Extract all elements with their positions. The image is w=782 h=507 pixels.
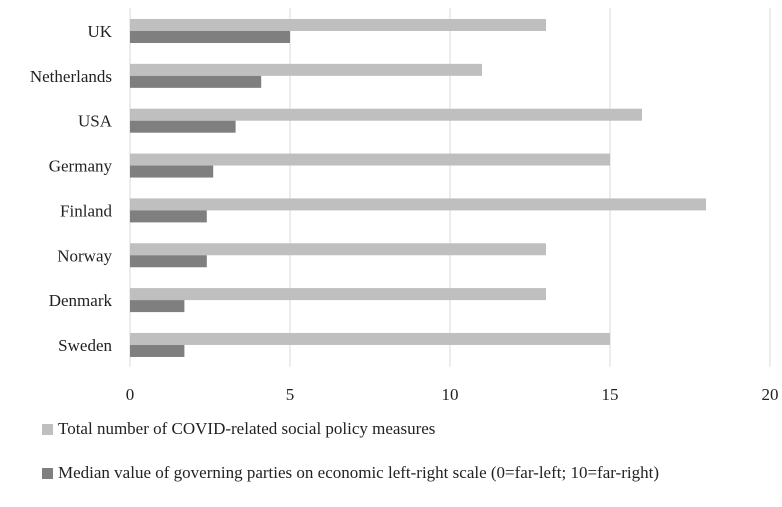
legend-item-median-value: Median value of governing parties on eco…	[42, 462, 772, 484]
bar-denmark-total-measures	[130, 288, 546, 301]
bar-netherlands-median-value	[130, 75, 262, 88]
x-tick-label-10: 10	[442, 385, 459, 404]
legend: Total number of COVID-related social pol…	[42, 418, 772, 484]
category-labels: UK Netherlands USA Germany Finland Norway Denm…	[30, 22, 113, 355]
bar-usa-total-measures	[130, 108, 642, 121]
x-tick-label-0: 0	[126, 385, 135, 404]
bar-usa-median-value	[130, 120, 236, 133]
category-label-denmark: Denmark	[49, 291, 113, 310]
bar-sweden-median-value	[130, 344, 185, 357]
legend-label-total-measures: Total number of COVID-related social pol…	[58, 419, 436, 438]
bar-germany-total-measures	[130, 153, 610, 166]
bar-netherlands-total-measures	[130, 63, 482, 76]
category-label-sweden: Sweden	[58, 336, 112, 355]
bar-denmark-median-value	[130, 300, 185, 313]
bar-norway-total-measures	[130, 243, 546, 256]
legend-label-median-value: Median value of governing parties on eco…	[58, 463, 659, 482]
category-label-germany: Germany	[49, 157, 113, 176]
bars	[130, 19, 706, 357]
category-label-netherlands: Netherlands	[30, 67, 112, 86]
category-label-norway: Norway	[57, 246, 112, 265]
x-tick-labels: 0 5 10 15 20	[126, 385, 779, 404]
bar-uk-total-measures	[130, 19, 546, 31]
x-tick-label-20: 20	[762, 385, 779, 404]
category-label-usa: USA	[78, 112, 113, 131]
bar-germany-median-value	[130, 165, 214, 178]
bar-finland-median-value	[130, 210, 207, 223]
bar-sweden-total-measures	[130, 332, 610, 345]
bar-uk-median-value	[130, 31, 290, 43]
bar-norway-median-value	[130, 255, 207, 268]
legend-swatch-total-measures	[42, 424, 53, 435]
category-label-finland: Finland	[60, 201, 112, 220]
x-tick-label-5: 5	[286, 385, 295, 404]
x-tick-label-15: 15	[602, 385, 619, 404]
category-label-uk: UK	[87, 22, 112, 41]
gridlines	[129, 8, 771, 367]
legend-item-total-measures: Total number of COVID-related social pol…	[42, 418, 772, 440]
bar-finland-total-measures	[130, 198, 706, 211]
legend-swatch-median-value	[42, 468, 53, 479]
